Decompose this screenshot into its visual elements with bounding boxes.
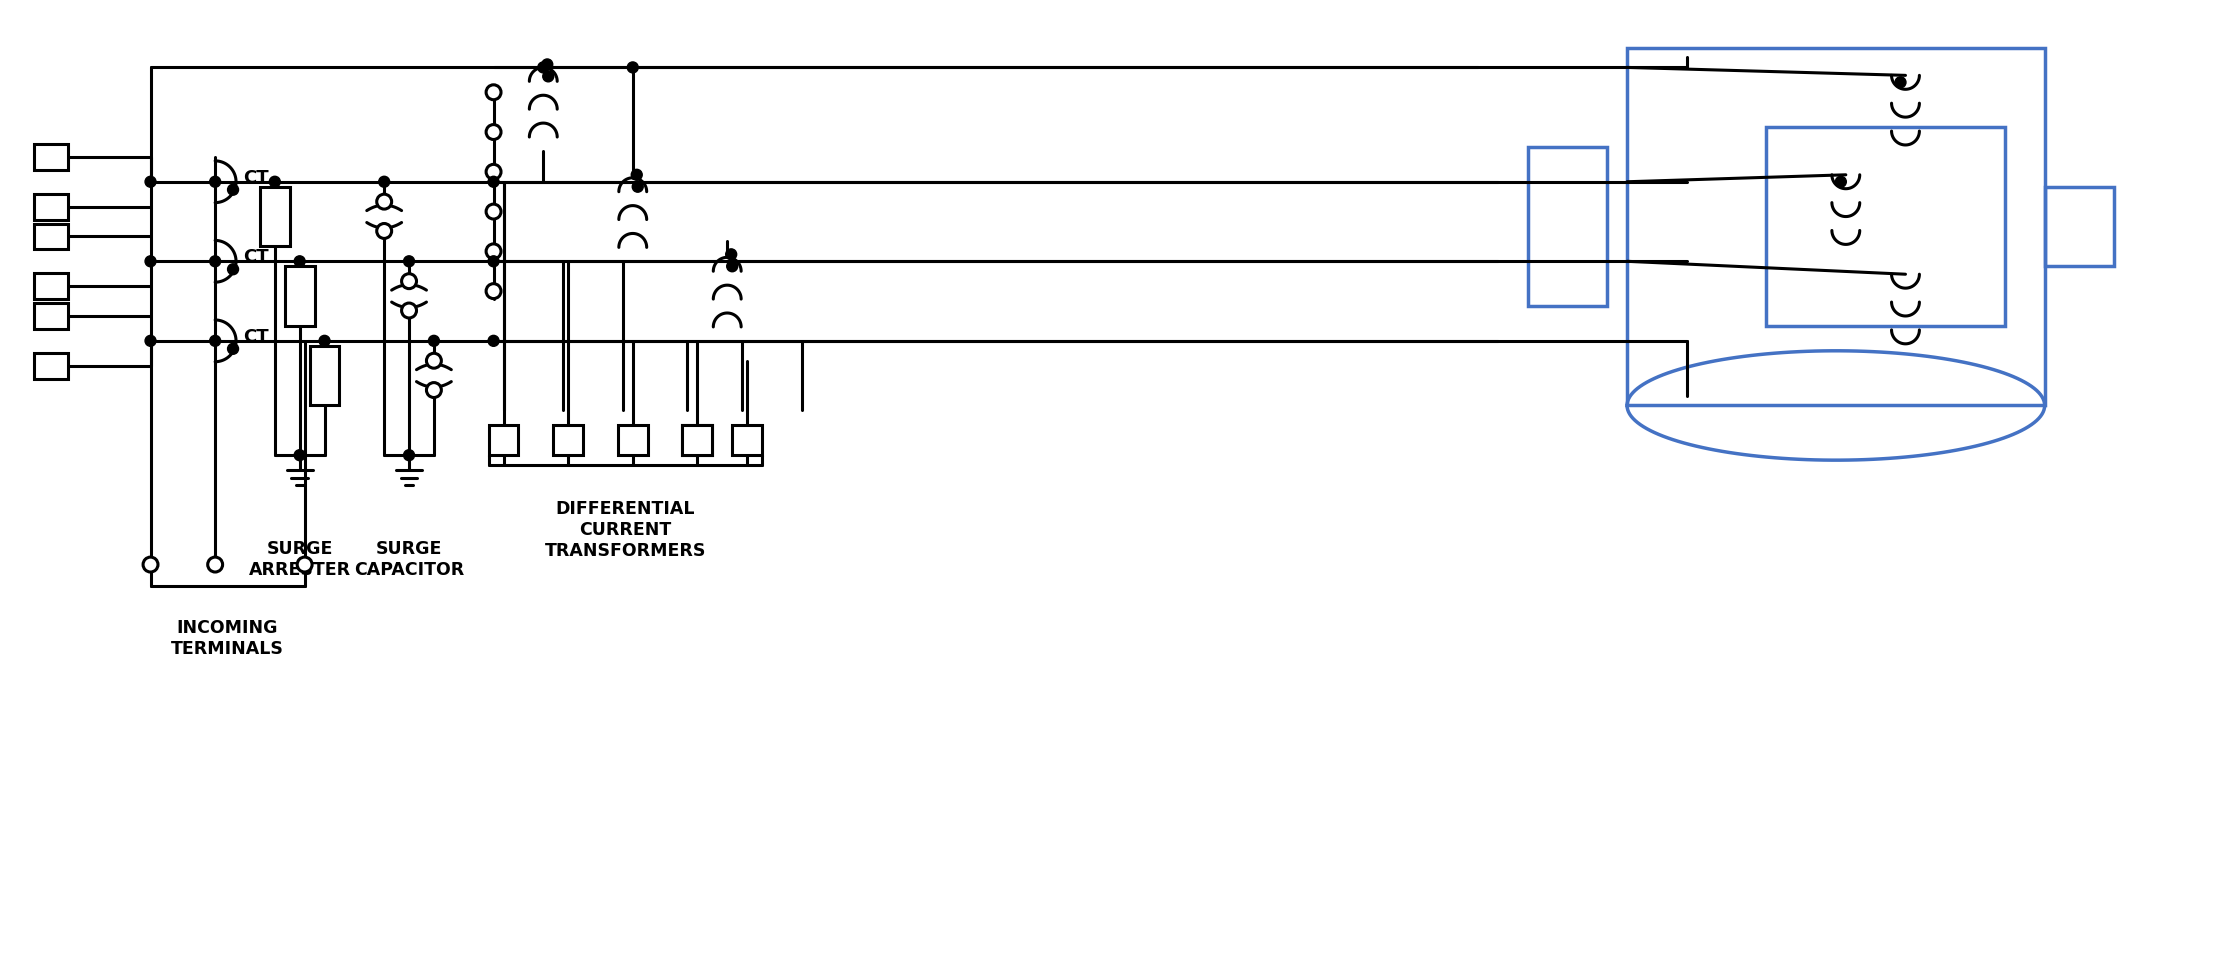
Bar [33, 273, 67, 299]
Text: CT: CT [243, 249, 268, 266]
Bar [261, 187, 290, 247]
Circle shape [488, 335, 500, 346]
Bar [1628, 48, 2045, 406]
Bar [553, 425, 582, 455]
Bar [285, 266, 314, 326]
Circle shape [486, 284, 502, 298]
Circle shape [143, 557, 158, 572]
Circle shape [379, 176, 390, 187]
Circle shape [1835, 176, 1846, 187]
Circle shape [210, 176, 221, 187]
Bar [33, 303, 67, 329]
Bar [33, 353, 67, 378]
Bar [488, 425, 517, 455]
Circle shape [227, 184, 239, 195]
Bar [33, 223, 67, 250]
Circle shape [297, 557, 312, 572]
Circle shape [633, 181, 642, 192]
Circle shape [542, 71, 553, 82]
Circle shape [294, 449, 306, 460]
Bar [2045, 187, 2114, 266]
Circle shape [210, 255, 221, 267]
Circle shape [227, 264, 239, 275]
Bar [33, 194, 67, 219]
Text: SURGE
CAPACITOR: SURGE CAPACITOR [355, 540, 464, 578]
Circle shape [426, 382, 442, 398]
Circle shape [401, 303, 417, 318]
Bar [1766, 127, 2005, 326]
Circle shape [488, 176, 500, 187]
Bar [310, 346, 339, 406]
Bar [1528, 147, 1608, 306]
Circle shape [227, 343, 239, 354]
Circle shape [319, 335, 330, 346]
Circle shape [404, 449, 415, 460]
Circle shape [1896, 77, 1907, 88]
Circle shape [145, 335, 156, 346]
Text: INCOMING
TERMINALS: INCOMING TERMINALS [172, 619, 283, 658]
Bar [33, 144, 67, 170]
Circle shape [727, 260, 738, 272]
Circle shape [207, 557, 223, 572]
Circle shape [486, 165, 502, 179]
Circle shape [377, 223, 392, 239]
Circle shape [486, 244, 502, 258]
Circle shape [725, 249, 736, 259]
Text: CT: CT [243, 328, 268, 346]
Circle shape [488, 255, 500, 267]
Circle shape [294, 255, 306, 267]
Circle shape [627, 62, 638, 73]
Circle shape [145, 255, 156, 267]
Circle shape [404, 255, 415, 267]
Text: CT: CT [243, 169, 268, 187]
Circle shape [270, 176, 281, 187]
Circle shape [145, 176, 156, 187]
Circle shape [631, 170, 642, 180]
Bar [731, 425, 763, 455]
Circle shape [537, 62, 549, 73]
Circle shape [428, 335, 439, 346]
Bar [682, 425, 711, 455]
Circle shape [486, 204, 502, 219]
Bar [682, 425, 711, 455]
Circle shape [542, 58, 553, 70]
Circle shape [486, 85, 502, 99]
Circle shape [377, 194, 392, 209]
Circle shape [210, 335, 221, 346]
Text: DIFFERENTIAL
CURRENT
TRANSFORMERS: DIFFERENTIAL CURRENT TRANSFORMERS [544, 500, 707, 560]
Text: SURGE
ARRESTER: SURGE ARRESTER [248, 540, 350, 578]
Circle shape [401, 274, 417, 289]
Circle shape [426, 353, 442, 369]
Bar [618, 425, 647, 455]
Circle shape [486, 125, 502, 139]
